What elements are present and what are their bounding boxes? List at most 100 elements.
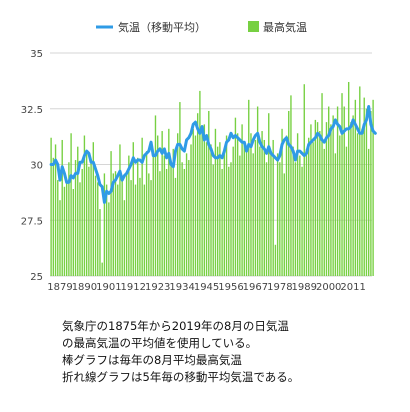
bar — [272, 139, 274, 276]
bar — [221, 168, 223, 276]
caption-line-2: の最高気温の平均値を使用している。 — [62, 336, 258, 350]
bar — [137, 157, 139, 276]
x-tick-label: 1956 — [218, 282, 243, 293]
bar — [201, 133, 203, 276]
bar — [103, 173, 106, 276]
bar — [216, 146, 219, 276]
bar — [359, 86, 361, 276]
bar — [85, 151, 88, 276]
bar — [108, 202, 110, 276]
bar — [205, 142, 208, 276]
bar — [192, 128, 194, 276]
x-tick-label: 1901 — [96, 282, 121, 293]
x-tick-label: 1989 — [292, 282, 317, 293]
bar — [230, 162, 232, 276]
bar — [354, 99, 357, 276]
y-tick-label: 25 — [30, 272, 43, 283]
bar — [210, 144, 212, 276]
bar — [323, 148, 325, 276]
caption: 気象庁の1875年から2019年の8月の日気温 の最高気温の平均値を使用している… — [62, 318, 402, 386]
bar — [270, 151, 272, 276]
bar — [234, 117, 237, 276]
bar — [90, 160, 92, 276]
bar — [268, 113, 270, 277]
bar — [299, 155, 301, 276]
bar — [341, 93, 343, 276]
bar — [157, 135, 159, 276]
bar — [132, 142, 134, 276]
bar — [161, 131, 163, 276]
bar — [248, 99, 250, 276]
legend-bar-label: 最高気温 — [263, 20, 307, 34]
bar — [321, 93, 323, 276]
bar — [261, 131, 263, 276]
bar — [54, 144, 57, 276]
bar — [288, 110, 290, 276]
bar — [356, 133, 359, 276]
x-tick-label: 1945 — [194, 282, 219, 293]
bar — [181, 162, 183, 276]
bar — [185, 153, 188, 276]
bar — [92, 142, 94, 276]
bar — [310, 124, 312, 276]
bar — [174, 177, 177, 276]
bar — [110, 151, 112, 276]
bar — [363, 97, 365, 276]
bar — [314, 119, 317, 277]
y-tick-label: 30 — [30, 161, 43, 172]
caption-line-4: 折れ線グラフは5年毎の移動平均気温である。 — [62, 370, 300, 384]
bar — [188, 160, 190, 276]
x-tick-label: 1967 — [243, 282, 268, 293]
bar — [194, 135, 197, 276]
bar — [68, 162, 70, 276]
bar — [212, 164, 214, 276]
bar — [312, 142, 314, 276]
legend-line-label: 気温（移動平均） — [118, 20, 206, 34]
bar-series — [50, 81, 374, 277]
bar — [77, 146, 79, 276]
bar — [199, 90, 201, 276]
bar — [52, 157, 55, 276]
bar — [101, 262, 103, 276]
y-tick-label: 32.5 — [21, 105, 43, 116]
bar — [170, 162, 172, 276]
bar — [139, 177, 141, 276]
caption-line-3: 棒グラフは毎年の8月平均最高気温 — [62, 353, 242, 367]
bar — [239, 155, 241, 276]
bar — [63, 186, 66, 276]
bar — [50, 137, 52, 276]
bar — [339, 135, 341, 276]
bar — [370, 110, 372, 276]
bar — [105, 184, 108, 276]
bar — [308, 137, 310, 276]
bar — [223, 151, 226, 276]
bar — [301, 166, 303, 276]
bar — [328, 106, 330, 277]
bar — [117, 184, 119, 276]
x-tick-label: 1923 — [145, 282, 170, 293]
bar — [241, 124, 243, 276]
bar — [114, 171, 117, 276]
bar — [183, 168, 186, 276]
bar — [219, 142, 221, 276]
bar — [281, 128, 283, 276]
bar — [330, 124, 332, 276]
bar — [225, 135, 228, 276]
bar — [190, 144, 192, 276]
legend: 気温（移動平均） 最高気温 — [96, 20, 307, 34]
caption-line-1: 気象庁の1875年から2019年の8月の日気温 — [62, 319, 289, 333]
bar — [365, 108, 368, 276]
bar — [334, 153, 337, 276]
bar — [70, 133, 72, 276]
bar — [159, 171, 161, 276]
y-axis-ticks: 25 27.5 30 32.5 35 — [21, 49, 43, 283]
bar — [74, 160, 77, 276]
bar — [112, 173, 114, 276]
bar — [292, 146, 294, 276]
bar — [252, 153, 254, 276]
bar — [65, 180, 68, 276]
bar — [196, 113, 199, 277]
bar — [367, 148, 370, 276]
bar — [125, 173, 128, 276]
bar — [232, 146, 234, 276]
